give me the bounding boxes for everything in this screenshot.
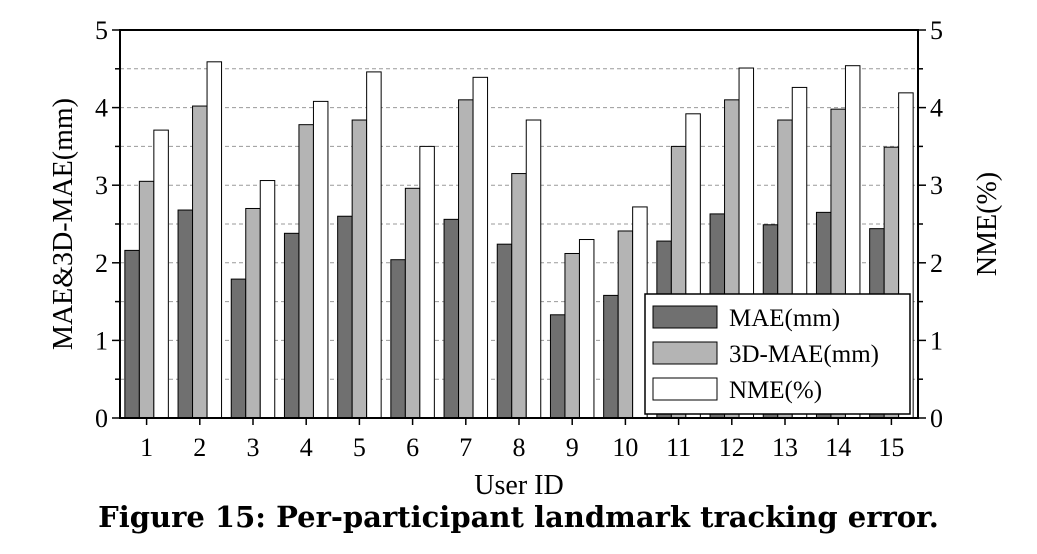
bar-mae-mm-user-7 [443, 218, 460, 419]
legend-swatch [652, 305, 718, 329]
bar-3d-mae-mm-user-8 [511, 173, 527, 419]
x-tick-label: 2 [193, 433, 206, 462]
y-right-tick-label: 2 [930, 249, 943, 278]
bar-3d-mae-mm-user-1 [138, 180, 155, 419]
bar-mae-mm-user-5 [337, 215, 353, 419]
y-right-tick-label: 5 [930, 16, 943, 45]
bar-3d-mae-mm-user-4 [298, 124, 314, 419]
bar-mae-mm-user-3 [230, 278, 247, 419]
legend-label: 3D-MAE(mm) [729, 341, 879, 368]
y-axis-left-tick-labels: 0 1 2 3 4 5 [95, 16, 108, 433]
bar-mae-mm-user-8 [496, 243, 513, 419]
bar-nme-user-6 [419, 145, 435, 419]
y-axis-left-title: MAE&3D-MAE(mm) [48, 98, 79, 350]
legend-swatch [652, 341, 718, 365]
bar-nme-user-5 [366, 71, 382, 419]
y-right-tick-label: 1 [930, 326, 943, 355]
x-tick-label: 1 [140, 433, 153, 462]
x-tick-label: 12 [719, 433, 745, 462]
bar-mae-mm-user-6 [390, 259, 406, 419]
y-left-tick-label: 2 [95, 249, 108, 278]
y-left-tick-label: 5 [95, 16, 108, 45]
y-axis-right-title: NME(%) [972, 172, 1003, 276]
y-right-tick-label: 0 [930, 404, 943, 433]
x-tick-label: 9 [566, 433, 579, 462]
bar-mae-mm-user-10 [603, 294, 619, 419]
y-axis-right-tick-labels: 0 1 2 3 4 5 [930, 16, 943, 433]
bar-3d-mae-mm-user-6 [404, 187, 421, 419]
bar-mae-mm-user-1 [124, 249, 140, 419]
y-left-tick-label: 1 [95, 326, 108, 355]
bar-3d-mae-mm-user-9 [564, 252, 580, 419]
x-tick-label: 13 [772, 433, 798, 462]
legend: MAE(mm) 3D-MAE(mm) NME(%) [644, 293, 911, 415]
bar-3d-mae-mm-user-7 [458, 99, 474, 419]
bar-3d-mae-mm-user-2 [192, 105, 208, 419]
bar-nme-user-7 [472, 76, 489, 419]
legend-label: MAE(mm) [729, 305, 840, 332]
legend-label: NME(%) [729, 377, 822, 404]
x-tick-label: 4 [300, 433, 313, 462]
y-right-tick-label: 3 [930, 171, 943, 200]
bar-nme-user-2 [206, 61, 223, 419]
bar-3d-mae-mm-user-5 [351, 119, 368, 419]
x-tick-label: 10 [612, 433, 638, 462]
x-axis-tick-labels: 1 2 3 4 5 6 7 8 9 10 11 12 13 14 15 [140, 433, 904, 462]
bar-nme-user-9 [578, 239, 595, 419]
legend-swatch [652, 377, 718, 401]
bar-mae-mm-user-4 [283, 232, 300, 419]
y-left-tick-label: 3 [95, 171, 108, 200]
bar-3d-mae-mm-user-3 [245, 207, 261, 419]
x-tick-label: 3 [247, 433, 260, 462]
axis-ticks [112, 29, 926, 425]
bar-mae-mm-user-2 [177, 209, 194, 419]
y-left-tick-label: 0 [95, 404, 108, 433]
bar-nme-user-4 [312, 100, 329, 419]
x-tick-label: 5 [353, 433, 366, 462]
y-right-tick-label: 4 [930, 94, 943, 123]
x-tick-label: 7 [459, 433, 472, 462]
y-left-tick-label: 4 [95, 94, 108, 123]
x-tick-label: 11 [666, 433, 691, 462]
x-axis-title: User ID [474, 470, 563, 500]
figure-caption: Figure 15: Per-participant landmark trac… [98, 500, 939, 534]
bar-nme-user-1 [153, 129, 169, 419]
bar-nme-user-3 [259, 180, 276, 419]
bar-nme-user-8 [525, 119, 542, 419]
bar-mae-mm-user-9 [549, 314, 566, 419]
x-tick-label: 15 [878, 433, 904, 462]
bar-3d-mae-mm-user-10 [617, 230, 634, 419]
x-tick-label: 6 [406, 433, 419, 462]
x-tick-label: 8 [513, 433, 526, 462]
x-tick-label: 14 [825, 433, 851, 462]
